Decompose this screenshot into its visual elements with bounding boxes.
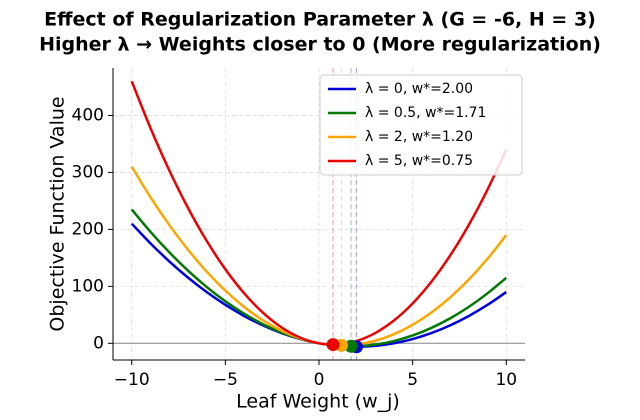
x-tick-label: 10 <box>495 370 517 390</box>
legend-label: λ = 0, w*=2.00 <box>365 81 473 97</box>
y-tick-label: 300 <box>72 162 104 182</box>
optimum-point <box>326 338 340 352</box>
legend-label: λ = 5, w*=0.75 <box>365 153 473 169</box>
x-tick-label: −10 <box>114 370 150 390</box>
y-tick-label: 400 <box>72 105 104 125</box>
y-tick-label: 0 <box>93 333 104 353</box>
x-axis-label: Leaf Weight (w_j) <box>236 391 400 413</box>
x-tick-label: 5 <box>407 370 418 390</box>
chart-subtitle: Higher λ → Weights closer to 0 (More reg… <box>39 34 601 56</box>
legend-label: λ = 0.5, w*=1.71 <box>365 105 486 121</box>
y-tick-label: 200 <box>72 219 104 239</box>
x-tick-label: 0 <box>314 370 325 390</box>
y-tick-label: 100 <box>72 276 104 296</box>
legend-box <box>319 74 523 176</box>
chart-title: Effect of Regularization Parameter λ (G … <box>44 9 596 31</box>
x-tick-label: −5 <box>213 370 238 390</box>
y-axis-label: Objective Function Value <box>47 96 69 331</box>
optimum-point <box>344 339 358 353</box>
series-line <box>130 80 508 346</box>
legend-label: λ = 2, w*=1.20 <box>365 129 473 145</box>
